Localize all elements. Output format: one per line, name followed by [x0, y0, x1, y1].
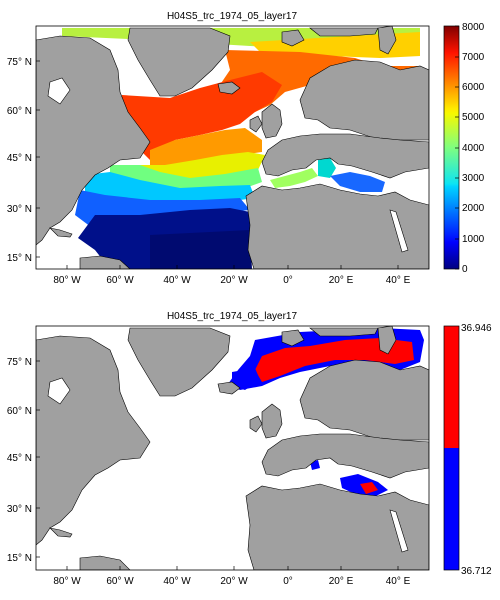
- top-colorbar-tick: 5000: [462, 112, 485, 123]
- bottom-panel: H04S5_trc_1974_05_layer17: [7, 311, 492, 587]
- land-svalbard: [281, 329, 305, 347]
- top-x-tick-label: 40° W: [163, 275, 191, 286]
- land-scandinavia: [299, 359, 429, 441]
- land-north-coast: [309, 27, 379, 37]
- bottom-x-tick-label: 40° W: [163, 576, 191, 587]
- top-y-tick-label: 15° N: [7, 253, 32, 264]
- top-x-tick-label: 20° W: [220, 275, 248, 286]
- top-land: [36, 26, 429, 269]
- land-ireland: [249, 415, 263, 433]
- top-colorbar-tick: 7000: [462, 52, 485, 63]
- bottom-x-tick-label: 60° W: [106, 576, 134, 587]
- top-y-tick-label: 60° N: [7, 106, 32, 117]
- field-med-east: [330, 172, 385, 192]
- bottom-colorbar-red: [444, 326, 459, 448]
- top-axes-frame: [35, 25, 430, 270]
- top-colorbar-tick: 8000: [462, 22, 485, 33]
- bottom-x-axis: 80° W 60° W 40° W 20° W 0° 20° E 40° E: [53, 566, 411, 587]
- land-africa-arabia: [245, 183, 429, 269]
- bottom-y-tick-label: 15° N: [7, 553, 32, 564]
- land-europe: [261, 133, 429, 179]
- top-colorbar-tick: 1000: [462, 234, 485, 245]
- bottom-x-tick-label: 20° E: [329, 576, 354, 587]
- top-colorbar: 0 1000 2000 3000 4000 5000 6000 7000 800…: [443, 22, 485, 275]
- bottom-y-axis: 15° N 30° N 45° N 60° N 75° N: [7, 357, 40, 564]
- bottom-chart-title: H04S5_trc_1974_05_layer17: [167, 311, 298, 322]
- field-subpolar-red: [118, 72, 282, 160]
- field-barents-red: [255, 338, 414, 382]
- bottom-colorbar-frame: [443, 325, 460, 571]
- land-british-isles: [261, 403, 283, 439]
- bottom-map: [36, 326, 429, 570]
- top-colorbar-tick: 2000: [462, 203, 485, 214]
- land-north-coast: [309, 327, 379, 337]
- top-x-tick-label: 0°: [283, 275, 293, 286]
- top-colorbar-gradient: [443, 25, 460, 270]
- top-colorbar-tick: 4000: [462, 143, 485, 154]
- land-caribbean-cuba: [49, 527, 73, 538]
- land-red-sea: [389, 209, 409, 253]
- bottom-x-tick-label: 20° W: [220, 576, 248, 587]
- field-subtrop-navy2: [150, 230, 252, 269]
- field-med-west: [270, 168, 318, 188]
- land-scandinavia: [299, 59, 429, 141]
- bottom-axes-frame: [35, 325, 430, 571]
- top-colorbar-tick: 0: [462, 264, 468, 275]
- bottom-colorbar-blue: [444, 448, 459, 570]
- land-british-isles: [261, 103, 283, 139]
- bottom-colorbar: 36.946 36.712: [443, 323, 492, 577]
- top-chart-title: H04S5_trc_1974_05_layer17: [167, 11, 298, 22]
- top-x-axis: 80° W 60° W 40° W 20° W 0° 20° E 40° E: [53, 265, 411, 286]
- land-svalbard: [281, 29, 305, 47]
- top-colorbar-tick: 3000: [462, 173, 485, 184]
- top-x-tick-label: 80° W: [53, 275, 81, 286]
- bottom-y-tick-label: 30° N: [7, 504, 32, 515]
- bottom-x-tick-label: 40° E: [386, 576, 411, 587]
- bottom-x-tick-label: 80° W: [53, 576, 81, 587]
- land-iceland: [217, 81, 241, 95]
- top-x-tick-label: 40° E: [386, 275, 411, 286]
- top-y-tick-label: 30° N: [7, 204, 32, 215]
- top-map: [36, 26, 429, 269]
- land-hudson-bay: [47, 377, 71, 405]
- land-hudson-bay: [47, 77, 71, 105]
- field-norwegian-blue: [232, 368, 260, 390]
- bottom-colorbar-tick: 36.712: [461, 566, 492, 577]
- land-ireland: [249, 115, 263, 133]
- top-panel: H04S5_trc_1974_05_layer17: [7, 11, 485, 286]
- top-colorbar-tick: 6000: [462, 82, 485, 93]
- field-med-central: [318, 158, 336, 178]
- top-x-tick-label: 60° W: [106, 275, 134, 286]
- bottom-land: [36, 326, 429, 570]
- bottom-colorbar-tick: 36.946: [461, 323, 492, 334]
- bottom-x-tick-label: 0°: [283, 576, 293, 587]
- land-red-sea: [389, 509, 409, 553]
- bottom-tracer-field: [228, 328, 424, 496]
- land-south-america: [79, 555, 131, 570]
- land-europe: [261, 433, 429, 479]
- land-greenland: [127, 327, 231, 397]
- land-caribbean-cuba: [49, 227, 73, 238]
- top-y-tick-label: 45° N: [7, 153, 32, 164]
- field-med-east-red: [360, 482, 378, 494]
- top-y-axis: 15° N 30° N 45° N 60° N 75° N: [7, 57, 40, 264]
- bottom-y-tick-label: 75° N: [7, 357, 32, 368]
- land-africa-arabia: [245, 483, 429, 570]
- top-y-tick-label: 75° N: [7, 57, 32, 68]
- bottom-y-tick-label: 45° N: [7, 453, 32, 464]
- land-south-america: [79, 255, 131, 269]
- land-iceland: [217, 381, 241, 395]
- land-greenland: [127, 27, 231, 97]
- bottom-y-tick-label: 60° N: [7, 406, 32, 417]
- field-arctic-yellow: [250, 32, 420, 58]
- top-x-tick-label: 20° E: [329, 275, 354, 286]
- field-midlat-orange: [150, 128, 262, 168]
